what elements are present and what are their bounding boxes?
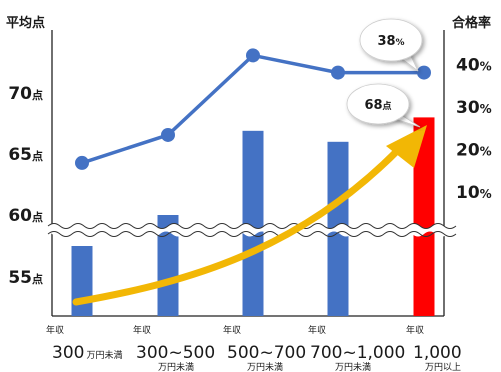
category-suffix: 万円未満 [158,361,194,372]
category-suffix: 万円未満 [335,361,371,372]
category-prefix: 年収 [308,324,326,336]
left-tick-num: 65 [8,145,32,165]
right-tick-unit: % [480,60,492,74]
category-prefix: 年収 [406,324,424,336]
right-tick-label: 10% [456,183,492,203]
category-value: 300~500 [136,343,215,363]
left-tick-num: 55 [8,268,32,288]
right-tick-num: 10 [456,183,480,203]
right-tick-label: 40% [456,56,492,76]
right-tick-label: 30% [456,98,492,118]
score-callout-unit: 点 [383,100,392,112]
category-value: 700~1,000 [310,343,405,363]
category-label: 300 万円未満 [52,343,122,363]
right-tick-unit: % [480,145,492,159]
bar [71,246,93,316]
bar [242,130,264,316]
axis-break-line-bottom [47,231,457,237]
left-tick-num: 70 [8,84,32,104]
axis-break-line-top [47,223,457,229]
category-prefix: 年収 [133,324,151,336]
trend-arrow-shaft [72,144,404,306]
left-tick-unit: 点 [32,88,43,102]
category-suffix: 万円未満 [247,361,283,372]
bar-highlight [413,117,435,317]
right-tick-num: 30 [456,98,480,118]
pass-rate-point [417,65,431,80]
right-axis-title: 合格率 [452,15,491,31]
left-tick-unit: 点 [32,272,43,286]
pass-rate-point [331,65,345,80]
pass-rate-callout-num: 38 [377,34,395,49]
score-callout-label: 68点 [364,98,391,113]
left-tick-unit: 点 [32,210,43,224]
bar [157,215,179,316]
category-value: 300 [52,343,84,363]
right-tick-num: 40 [456,56,480,76]
left-tick-unit: 点 [32,149,43,163]
category-value: 500~700 [227,343,306,363]
category-prefix: 年収 [223,324,241,336]
left-tick-label: 65点 [8,145,43,165]
right-tick-unit: % [480,187,492,201]
left-tick-label: 60点 [8,206,43,226]
category-value: 1,000 [413,343,462,363]
right-tick-unit: % [480,102,492,116]
axis-break-band [40,223,456,237]
trend-arrow-head [386,125,427,168]
left-axis-title: 平均点 [6,15,45,31]
pass-rate-point [75,155,89,170]
right-tick-label: 20% [456,141,492,161]
right-tick-num: 20 [456,141,480,161]
category-prefix: 年収 [46,324,64,336]
pass-rate-callout [359,18,423,62]
pass-rate-callout-unit: % [396,38,405,48]
left-tick-label: 70点 [8,84,43,104]
left-tick-label: 55点 [8,268,43,288]
category-suffix: 万円未満 [86,349,122,361]
pass-rate-point [161,127,175,142]
pass-rate-callout-label: 38% [377,34,404,49]
score-callout-num: 68 [364,98,382,113]
pass-rate-point [246,48,260,63]
category-suffix: 万円以上 [425,362,461,372]
left-tick-num: 60 [8,206,32,226]
score-callout [346,83,410,125]
